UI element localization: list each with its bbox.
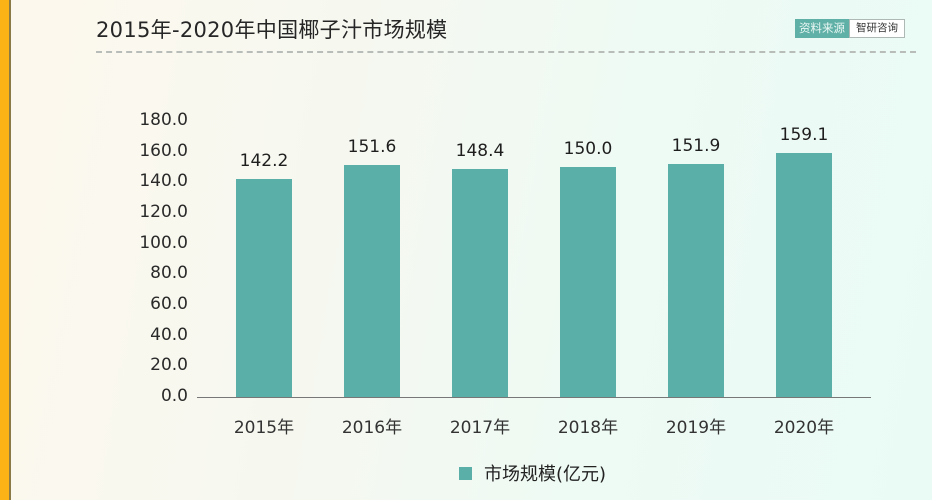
bar-value-label: 151.9: [671, 136, 721, 157]
title-divider: [96, 51, 916, 53]
bar-value-label: 159.1: [779, 125, 829, 146]
bar-0: [236, 178, 292, 397]
source-badge: 资料来源 智研咨询: [795, 19, 905, 38]
x-tick-label: 2019年: [665, 418, 727, 438]
y-tick-label: 0.0: [160, 386, 188, 406]
x-tick-label: 2016年: [341, 418, 403, 438]
bar-3: [560, 167, 616, 397]
chart-title: 2015年-2020年中国椰子汁市场规模: [96, 18, 448, 42]
bar-value-label: 148.4: [455, 141, 505, 162]
legend-swatch: [459, 466, 472, 480]
x-tick-label: 2017年: [449, 418, 511, 438]
x-tick-label: 2015年: [233, 418, 295, 438]
y-tick-label: 40.0: [150, 324, 188, 345]
x-tick-label: 2020年: [773, 418, 835, 438]
bar-1: [344, 164, 400, 397]
bar-5: [776, 153, 832, 397]
y-tick-label: 60.0: [150, 294, 188, 314]
y-tick-label: 80.0: [150, 263, 188, 284]
bar-value-label: 150.0: [563, 139, 613, 159]
source-label: 资料来源: [795, 19, 849, 38]
y-tick-label: 180.0: [139, 110, 188, 130]
bar-value-label: 151.6: [347, 136, 397, 157]
bar-value-label: 142.2: [239, 150, 289, 171]
y-tick-label: 100.0: [139, 232, 188, 253]
bar-2: [452, 169, 508, 397]
accent-stripe: [0, 0, 9, 500]
y-tick-label: 120.0: [139, 202, 188, 222]
accent-stripe-edge: [9, 0, 11, 500]
y-tick-label: 160.0: [139, 140, 188, 161]
y-tick-label: 20.0: [150, 355, 188, 376]
legend: 市场规模(亿元): [459, 460, 606, 486]
legend-label: 市场规模(亿元): [484, 464, 607, 485]
source-value: 智研咨询: [849, 19, 905, 38]
x-axis-line: [197, 397, 871, 398]
x-tick-label: 2018年: [557, 418, 619, 438]
y-tick-label: 140.0: [139, 171, 188, 192]
bar-4: [668, 164, 724, 397]
